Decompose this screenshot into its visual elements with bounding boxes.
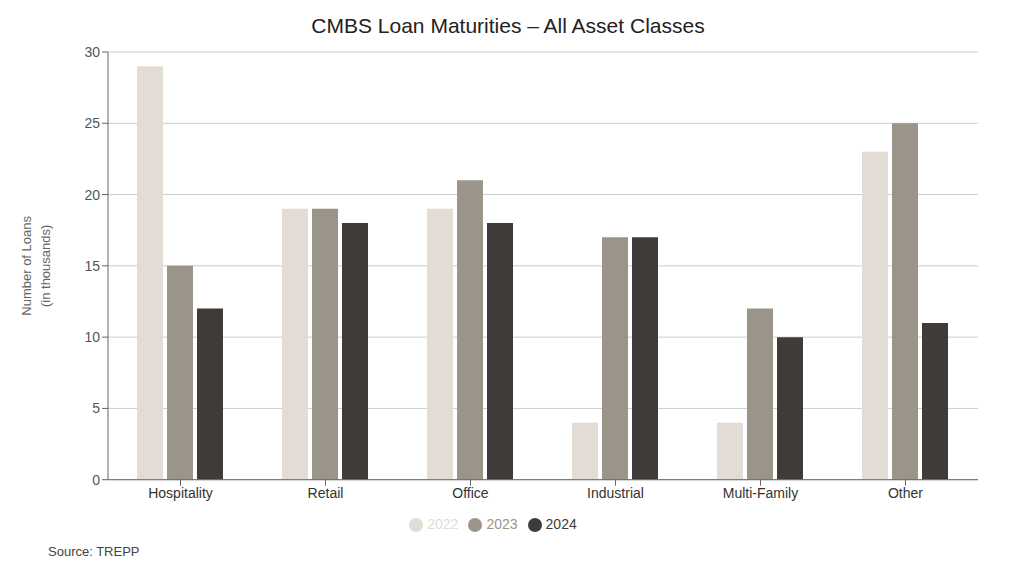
svg-text:15: 15 [84,258,100,274]
svg-text:Retail: Retail [308,485,344,501]
svg-text:20: 20 [84,187,100,203]
svg-text:Other: Other [888,485,923,501]
html-text:2023: 2023 [486,515,518,532]
svg-text:Industrial: Industrial [587,485,644,501]
svg-text:10: 10 [84,329,100,345]
svg-text:Multi-Family: Multi-Family [723,485,798,501]
svg-text:Hospitality: Hospitality [148,485,213,501]
html-text:CMBS Loan Maturities – All Ass: CMBS Loan Maturities – All Asset Classes [311,14,705,37]
svg-text:Number of Loans(in thousands): Number of Loans(in thousands) [19,215,52,315]
svg-text:30: 30 [84,44,100,60]
svg-text:25: 25 [84,115,100,131]
svg-text:5: 5 [92,400,100,416]
html-text:2022: 2022 [427,515,459,532]
svg-text:Office: Office [452,485,489,501]
html-text:2024: 2024 [545,515,577,532]
svg-text:0: 0 [92,472,100,488]
html-text:Source: TREPP: Source: TREPP [48,544,140,559]
